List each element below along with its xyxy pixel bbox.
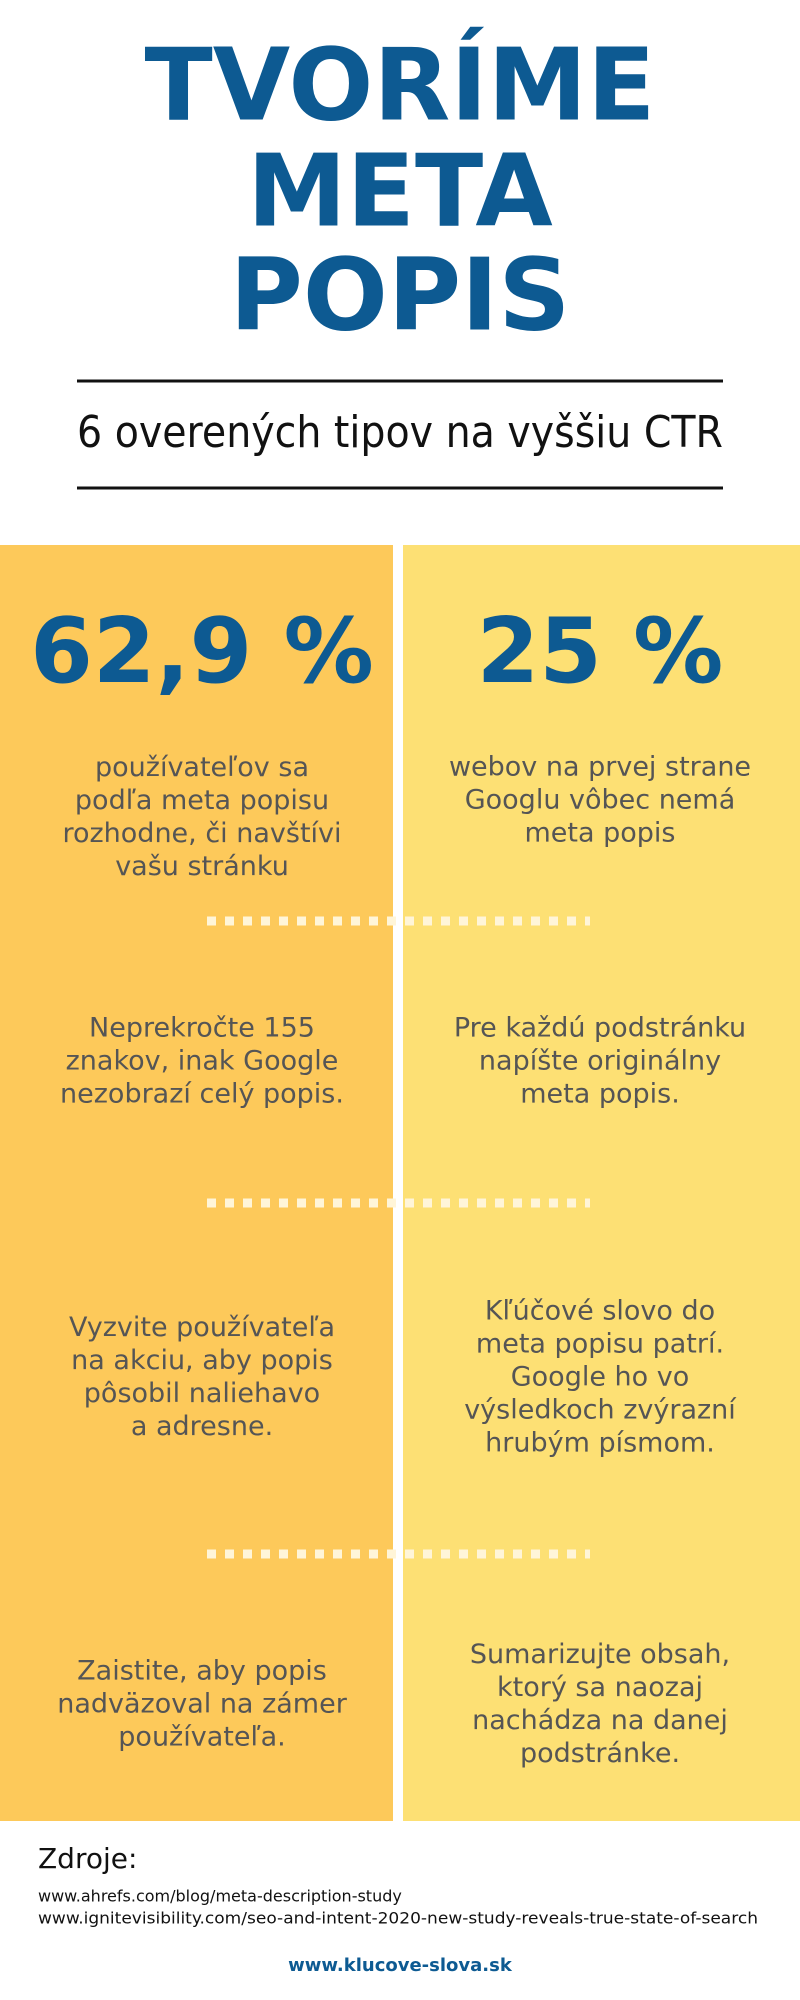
paragraph-line: vašu stránku <box>115 851 289 882</box>
title-line: POPIS <box>230 236 571 353</box>
source: www.ahrefs.com/blog/meta-description-stu… <box>38 1887 402 1906</box>
subtitle: 6 overených tipov na vyššiu CTR <box>77 407 723 458</box>
paragraph-line: Pre každú podstránku <box>454 1013 746 1044</box>
paragraph-line: webov na prvej strane <box>449 752 751 783</box>
paragraph-line: Kľúčové slovo do <box>485 1296 715 1327</box>
paragraph-line: Vyzvite používateľa <box>69 1312 335 1343</box>
paragraph-line: nadväzoval na zámer <box>57 1689 347 1720</box>
paragraph-line: nachádza na danej <box>472 1705 728 1736</box>
paragraph-line: Googlu vôbec nemá <box>465 785 736 816</box>
paragraph-line: Zaistite, aby popis <box>77 1656 327 1687</box>
paragraph-line: pôsobil naliehavo <box>84 1378 320 1409</box>
paragraph-line: výsledkoch zvýrazní <box>464 1395 737 1426</box>
right-column <box>403 545 800 1821</box>
stat-value: 25 % <box>477 599 724 704</box>
sources-heading: Zdroje: <box>38 1842 137 1875</box>
paragraph-line: meta popisu patrí. <box>476 1329 724 1360</box>
paragraph-line: používateľa. <box>118 1722 285 1753</box>
footer: www.klucove-slova.sk <box>288 1955 513 1976</box>
paragraph-line: meta popis <box>525 818 676 849</box>
paragraph-line: meta popis. <box>520 1079 680 1110</box>
source: www.ignitevisibility.com/seo-and-intent-… <box>38 1909 758 1928</box>
left-column <box>0 545 393 1821</box>
paragraph-line: Neprekročte 155 <box>89 1013 315 1044</box>
paragraph-line: podstránke. <box>520 1738 680 1769</box>
paragraph-line: rozhodne, či navštívi <box>62 818 341 849</box>
title-line: TVORÍME <box>145 26 656 143</box>
paragraph-line: znakov, inak Google <box>66 1046 339 1077</box>
paragraph-line: Google ho vo <box>511 1362 690 1393</box>
stat-value: 62,9 % <box>30 599 374 704</box>
paragraph-line: nezobrazí celý popis. <box>60 1079 344 1110</box>
paragraph-line: podľa meta popisu <box>75 785 329 816</box>
paragraph-line: používateľov sa <box>95 752 309 783</box>
paragraph-line: ktorý sa naozaj <box>497 1672 703 1703</box>
title-line: META <box>247 132 553 249</box>
paragraph-line: hrubým písmom. <box>485 1428 715 1459</box>
paragraph-line: na akciu, aby popis <box>71 1345 333 1376</box>
paragraph-line: napíšte originálny <box>479 1046 721 1077</box>
paragraph-line: Sumarizujte obsah, <box>470 1639 730 1670</box>
paragraph-line: a adresne. <box>131 1411 273 1442</box>
